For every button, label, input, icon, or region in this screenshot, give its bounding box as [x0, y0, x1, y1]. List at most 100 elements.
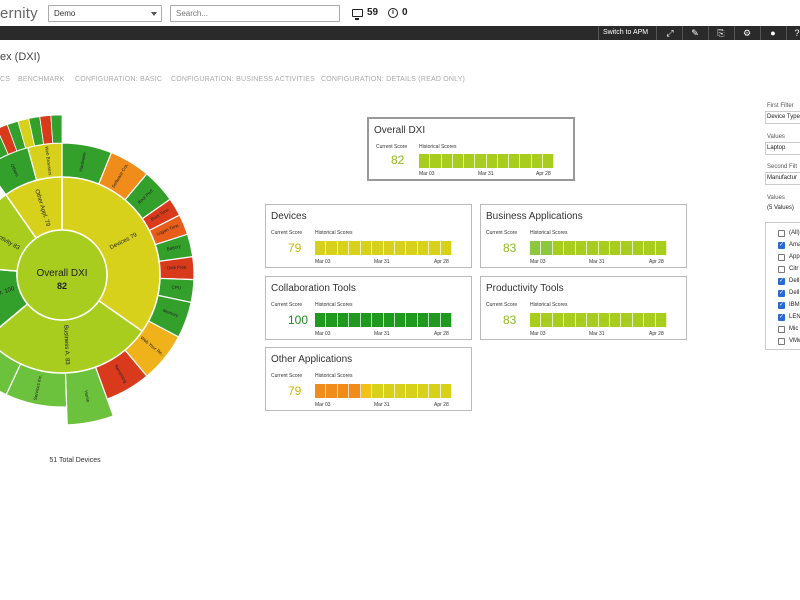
score-bar[interactable]	[598, 313, 610, 327]
filter-checkbox[interactable]	[778, 230, 785, 237]
score-bar[interactable]	[394, 241, 407, 255]
other-applications-card[interactable]: Other Applications Current Score Histori…	[265, 347, 472, 411]
filter-checkbox[interactable]	[778, 338, 785, 345]
search-input[interactable]	[170, 5, 340, 22]
score-bar[interactable]	[349, 384, 361, 398]
score-bar[interactable]	[360, 241, 373, 255]
score-bar[interactable]	[520, 154, 532, 168]
export-icon[interactable]: ⎘	[717, 28, 725, 38]
tab-configuration-basic[interactable]: CONFIGURATION: BASIC	[75, 76, 163, 83]
edit-icon[interactable]: ✎	[691, 28, 699, 38]
score-bar[interactable]	[621, 313, 633, 327]
score-bar[interactable]	[552, 241, 565, 255]
filter-checkbox[interactable]: ✓	[778, 290, 785, 297]
score-bar[interactable]	[406, 384, 418, 398]
score-bar[interactable]	[440, 384, 453, 398]
alert-count[interactable]: i 0	[388, 7, 408, 18]
score-bar[interactable]	[360, 313, 373, 327]
score-bar[interactable]	[644, 241, 656, 255]
tab-configuration-business[interactable]: CONFIGURATION: BUSINESS ACTIVITIES	[171, 76, 315, 83]
collaboration-tools-card[interactable]: Collaboration Tools Current Score Histor…	[265, 276, 472, 340]
score-bar[interactable]	[497, 154, 509, 168]
score-bar[interactable]	[655, 241, 668, 255]
score-bar[interactable]	[315, 241, 327, 255]
score-bar[interactable]	[417, 313, 430, 327]
score-bar[interactable]	[429, 384, 441, 398]
switch-to-apm-button[interactable]: Switch to APM	[603, 29, 649, 36]
score-bar[interactable]	[440, 241, 453, 255]
score-bar[interactable]	[440, 313, 453, 327]
tab-benchmark[interactable]: BENCHMARK	[18, 76, 65, 83]
score-bar[interactable]	[452, 154, 464, 168]
score-bar[interactable]	[621, 241, 633, 255]
filter-checkbox[interactable]: ✓	[778, 314, 785, 321]
score-bar[interactable]	[530, 313, 542, 327]
devices-card[interactable]: Devices Current Score Historical Scores …	[265, 204, 472, 268]
score-bar[interactable]	[337, 313, 350, 327]
score-bar[interactable]	[383, 384, 395, 398]
score-bar[interactable]	[542, 154, 554, 168]
business-applications-card[interactable]: Business Applications Current Score Hist…	[480, 204, 687, 268]
score-bar[interactable]	[541, 313, 553, 327]
help-icon[interactable]: ?	[794, 28, 800, 38]
score-bar[interactable]	[644, 313, 656, 327]
score-bar[interactable]	[315, 384, 327, 398]
score-bar[interactable]	[587, 313, 599, 327]
score-bar[interactable]	[430, 154, 442, 168]
environment-select[interactable]: Demo	[48, 5, 162, 22]
score-bar[interactable]	[609, 241, 622, 255]
filter-checkbox[interactable]	[778, 326, 785, 333]
score-bar[interactable]	[372, 241, 384, 255]
score-bar[interactable]	[349, 313, 361, 327]
score-bar[interactable]	[429, 241, 441, 255]
settings-icon[interactable]: ⚙	[742, 28, 752, 38]
tab-analytics[interactable]: CS	[0, 76, 11, 83]
score-bar[interactable]	[372, 384, 384, 398]
score-bar[interactable]	[406, 241, 418, 255]
filter-checkbox[interactable]: ✓	[778, 278, 785, 285]
score-bar[interactable]	[632, 313, 645, 327]
score-bar[interactable]	[383, 241, 395, 255]
score-bar[interactable]	[575, 241, 588, 255]
tab-configuration-details[interactable]: CONFIGURATION: DETAILS (READ ONLY)	[321, 76, 466, 83]
score-bar[interactable]	[372, 313, 384, 327]
filter-checkbox[interactable]: ✓	[778, 242, 785, 249]
app-logo[interactable]: ernity	[0, 5, 38, 22]
score-bar[interactable]	[337, 241, 350, 255]
score-bar[interactable]	[531, 154, 543, 168]
score-bar[interactable]	[598, 241, 610, 255]
score-bar[interactable]	[575, 313, 588, 327]
filter-checkbox[interactable]	[778, 266, 785, 273]
score-bar[interactable]	[417, 241, 430, 255]
score-bar[interactable]	[464, 154, 476, 168]
score-bar[interactable]	[349, 241, 361, 255]
score-bar[interactable]	[552, 313, 565, 327]
device-count[interactable]: 59	[352, 7, 378, 20]
score-bar[interactable]	[475, 154, 487, 168]
fullscreen-icon[interactable]: ⤢	[666, 28, 674, 38]
second-filter-select[interactable]	[765, 172, 800, 185]
user-icon[interactable]: ●	[770, 28, 776, 38]
score-bar[interactable]	[486, 154, 498, 168]
score-bar[interactable]	[326, 384, 338, 398]
score-bar[interactable]	[655, 313, 668, 327]
score-bar[interactable]	[541, 241, 553, 255]
score-bar[interactable]	[429, 313, 441, 327]
score-bar[interactable]	[441, 154, 453, 168]
first-filter-select[interactable]	[765, 111, 800, 124]
score-bar[interactable]	[587, 241, 599, 255]
sunburst-detail-segment[interactable]	[50, 114, 63, 144]
score-bar[interactable]	[394, 384, 407, 398]
score-bar[interactable]	[564, 241, 576, 255]
values-select[interactable]	[765, 142, 800, 155]
score-bar[interactable]	[383, 313, 395, 327]
score-bar[interactable]	[632, 241, 645, 255]
score-bar[interactable]	[417, 384, 430, 398]
sunburst-center[interactable]	[16, 229, 108, 321]
filter-checkbox[interactable]: ✓	[778, 302, 785, 309]
score-bar[interactable]	[609, 313, 622, 327]
score-bar[interactable]	[509, 154, 521, 168]
score-bar[interactable]	[394, 313, 407, 327]
score-bar[interactable]	[530, 241, 542, 255]
filter-checkbox[interactable]	[778, 254, 785, 261]
